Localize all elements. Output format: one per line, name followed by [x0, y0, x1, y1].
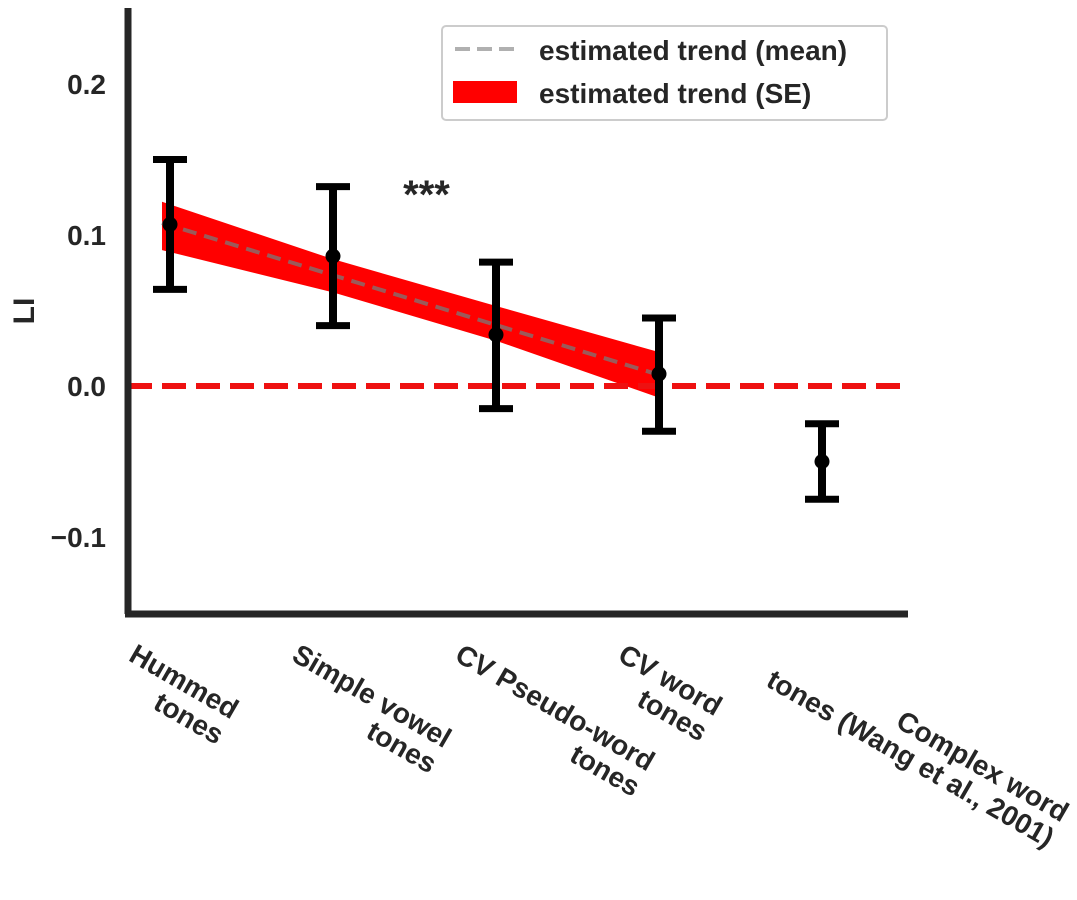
data-point — [651, 366, 667, 382]
significance-annotation: *** — [403, 173, 450, 217]
data-point-layer — [162, 216, 830, 469]
legend-trend-se-swatch — [453, 81, 517, 103]
axes-layer — [124, 8, 908, 618]
y-tick-label: 0.1 — [67, 220, 106, 251]
x-tick-label-text: Complex wordtones (Wang et al., 2001) — [762, 638, 1074, 853]
y-tick-label: −0.1 — [51, 522, 106, 553]
x-tick-labels: Hummedtones Simple voweltones CV Pseudo-wo… — [110, 638, 1074, 854]
x-tick-label: Complex wordtones (Wang et al., 2001) — [762, 638, 1074, 854]
y-axis-label: LI — [8, 298, 41, 325]
x-tick-label: Simple voweltones — [273, 638, 457, 779]
data-point — [162, 216, 178, 232]
trend-se-band — [162, 201, 656, 397]
x-tick-label-text: Simple voweltones — [273, 638, 457, 779]
trend-mean-line — [161, 221, 657, 376]
x-tick-label-line: tones (Wang et al., 2001) — [762, 664, 1060, 854]
data-point — [814, 454, 830, 469]
legend: estimated trend (mean) estimated trend (… — [441, 25, 888, 121]
y-tick-label: 0.0 — [67, 371, 106, 402]
legend-frame — [441, 25, 888, 121]
data-point — [488, 327, 504, 343]
y-tick-label: 0.2 — [67, 69, 106, 100]
x-tick-label-text: Hummedtones — [110, 638, 244, 750]
y-tick-labels: −0.1 0.0 0.1 0.2 — [51, 69, 106, 553]
data-point — [325, 248, 341, 264]
legend-trend-se-label: estimated trend (SE) — [539, 78, 811, 109]
trend-band-layer — [162, 201, 656, 397]
legend-trend-mean-label: estimated trend (mean) — [539, 35, 847, 66]
trend-line-layer — [161, 221, 657, 376]
x-tick-label: Hummedtones — [110, 638, 244, 750]
